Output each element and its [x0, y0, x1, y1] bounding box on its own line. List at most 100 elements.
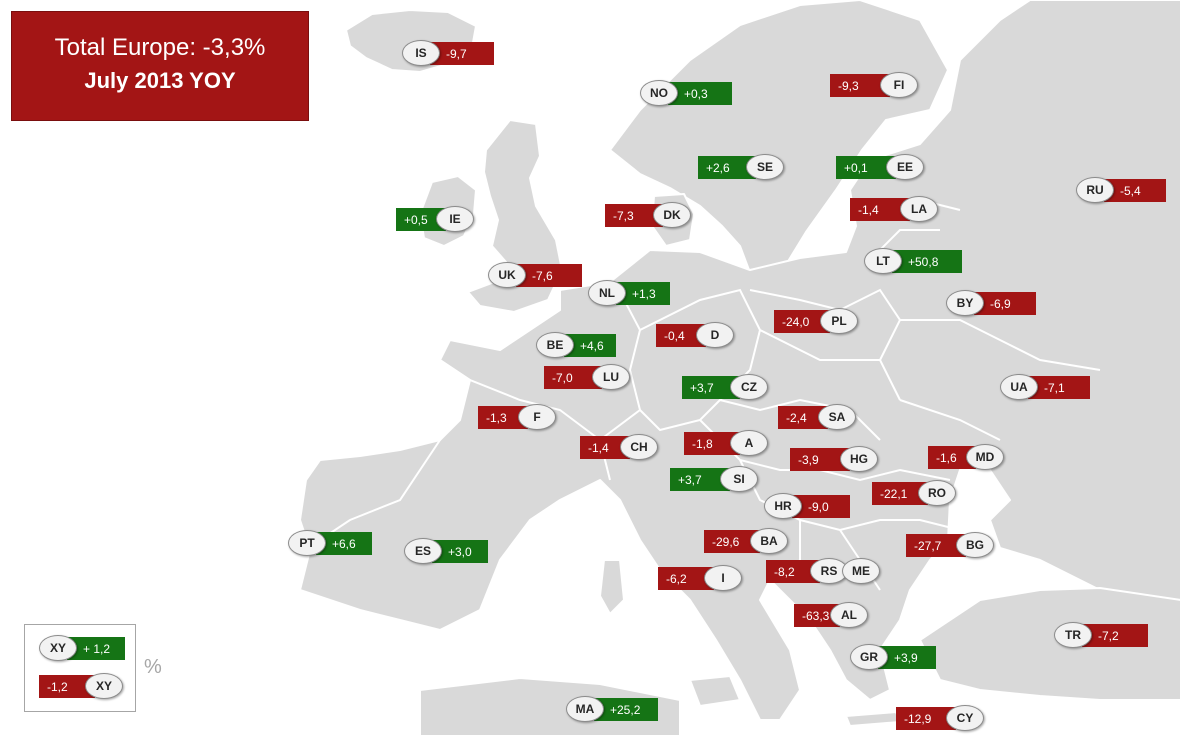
country-value-a: -1,8	[684, 432, 740, 455]
country-value-f: -1,3	[478, 406, 528, 429]
country-value-bg: -27,7	[906, 534, 966, 557]
marker-hg: HG -3,9	[790, 446, 878, 474]
country-code-pt: PT	[288, 530, 326, 556]
marker-ba: BA -29,6	[704, 528, 788, 556]
country-value-be: +4,6	[564, 334, 616, 357]
country-code-ma: MA	[566, 696, 604, 722]
country-code-ie: IE	[436, 206, 474, 232]
marker-d: D -0,4	[656, 322, 734, 350]
title-period: July 2013 YOY	[84, 68, 236, 93]
country-code-ro: RO	[918, 480, 956, 506]
country-value-hg: -3,9	[790, 448, 850, 471]
marker-md: MD -1,6	[928, 444, 1004, 472]
country-code-cy: CY	[946, 705, 984, 731]
marker-al: AL -63,3	[794, 602, 868, 630]
country-code-md: MD	[966, 444, 1004, 470]
country-code-be: BE	[536, 332, 574, 358]
country-value-ch: -1,4	[580, 436, 630, 459]
legend-positive-code: XY	[39, 635, 77, 661]
country-code-ua: UA	[1000, 374, 1038, 400]
country-code-by: BY	[946, 290, 984, 316]
marker-bg: BG -27,7	[906, 532, 994, 560]
marker-ro: RO -22,1	[872, 480, 956, 508]
marker-lu: LU -7,0	[544, 364, 630, 392]
country-code-al: AL	[830, 602, 868, 628]
country-code-sa: SA	[818, 404, 856, 430]
marker-ee: EE +0,1	[836, 154, 924, 182]
land-mainland-europe	[299, 0, 1181, 721]
country-code-nl: NL	[588, 280, 626, 306]
land-crete	[845, 711, 901, 727]
country-code-pl: PL	[820, 308, 858, 334]
land-north-africa	[419, 677, 681, 736]
country-value-pl: -24,0	[774, 310, 830, 333]
marker-fi: FI -9,3	[830, 72, 918, 100]
marker-la: LA -1,4	[850, 196, 938, 224]
country-value-ru: -5,4	[1104, 179, 1166, 202]
country-value-la: -1,4	[850, 198, 910, 221]
country-code-hg: HG	[840, 446, 878, 472]
country-code-ru: RU	[1076, 177, 1114, 203]
marker-se: SE +2,6	[698, 154, 784, 182]
country-value-rs: -8,2	[766, 560, 820, 583]
country-code-la: LA	[900, 196, 938, 222]
country-value-ee: +0,1	[836, 156, 896, 179]
country-code-ch: CH	[620, 434, 658, 460]
country-value-i: -6,2	[658, 567, 714, 590]
country-value-lt: +50,8	[892, 250, 962, 273]
country-value-ba: -29,6	[704, 530, 760, 553]
country-value-ua: -7,1	[1028, 376, 1090, 399]
land-turkey	[919, 587, 1181, 701]
country-value-es: +3,0	[432, 540, 488, 563]
legend-negative-marker: XY -1,2	[39, 673, 123, 701]
country-value-uk: -7,6	[516, 264, 582, 287]
country-code-es: ES	[404, 538, 442, 564]
legend-negative-code: XY	[85, 673, 123, 699]
marker-i: I -6,2	[658, 565, 742, 593]
country-code-hr: HR	[764, 493, 802, 519]
country-value-se: +2,6	[698, 156, 756, 179]
country-value-tr: -7,2	[1082, 624, 1148, 647]
marker-dk: DK -7,3	[605, 202, 691, 230]
country-code-fi: FI	[880, 72, 918, 98]
country-code-me: ME	[842, 558, 880, 584]
country-code-no: NO	[640, 80, 678, 106]
marker-pl: PL -24,0	[774, 308, 858, 336]
country-code-i: I	[704, 565, 742, 591]
country-code-lt: LT	[864, 248, 902, 274]
country-value-si: +3,7	[670, 468, 730, 491]
marker-cz: CZ +3,7	[682, 374, 768, 402]
marker-cy: CY -12,9	[896, 705, 984, 733]
country-value-d: -0,4	[656, 324, 706, 347]
marker-a: A -1,8	[684, 430, 768, 458]
marker-si: SI +3,7	[670, 466, 758, 494]
country-code-ba: BA	[750, 528, 788, 554]
legend-unit: %	[144, 656, 162, 678]
marker-sa: SA -2,4	[778, 404, 856, 432]
country-code-rs: RS	[810, 558, 848, 584]
marker-f: F -1,3	[478, 404, 556, 432]
country-value-gr: +3,9	[878, 646, 936, 669]
country-value-nl: +1,3	[616, 282, 670, 305]
country-value-is: -9,7	[430, 42, 494, 65]
marker-ch: CH -1,4	[580, 434, 658, 462]
country-value-dk: -7,3	[605, 204, 663, 227]
country-code-d: D	[696, 322, 734, 348]
country-value-cy: -12,9	[896, 707, 956, 730]
country-code-dk: DK	[653, 202, 691, 228]
country-value-ro: -22,1	[872, 482, 928, 505]
legend: XY + 1,2 XY -1,2	[24, 624, 136, 712]
country-value-pt: +6,6	[316, 532, 372, 555]
country-value-ma: +25,2	[594, 698, 658, 721]
marker-rs: RS -8,2	[766, 558, 848, 586]
country-value-al: -63,3	[794, 604, 840, 627]
country-code-gr: GR	[850, 644, 888, 670]
marker-ie: IE +0,5	[396, 206, 474, 234]
country-code-ee: EE	[886, 154, 924, 180]
country-value-cz: +3,7	[682, 376, 740, 399]
country-code-is: IS	[402, 40, 440, 66]
country-value-md: -1,6	[928, 446, 976, 469]
title-total: Total Europe: -3,3%	[54, 34, 266, 61]
country-value-lu: -7,0	[544, 366, 602, 389]
